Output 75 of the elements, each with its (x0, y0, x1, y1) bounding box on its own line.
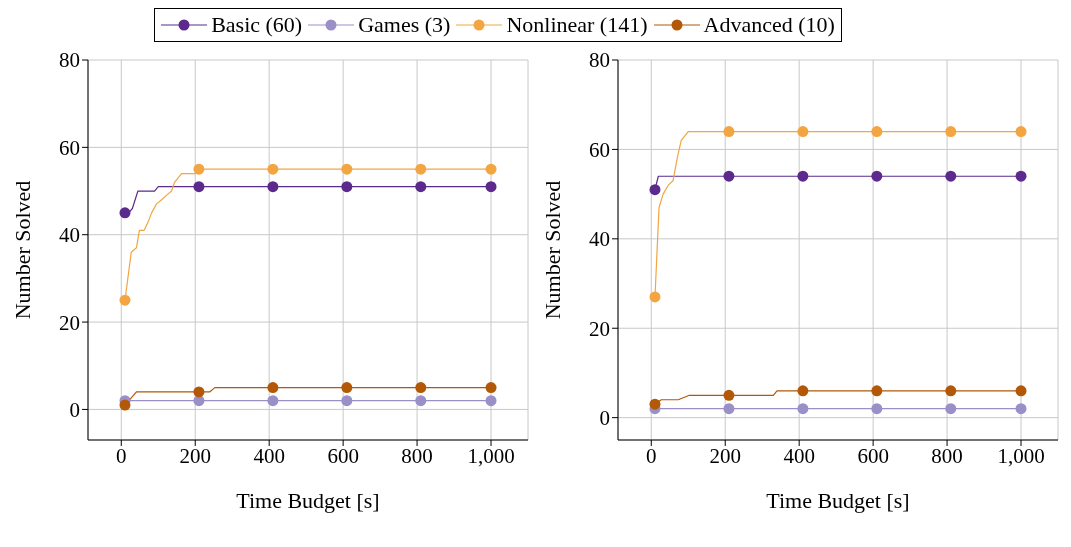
y-axis-title: Number Solved (539, 180, 565, 320)
point (415, 163, 427, 175)
legend-label: Nonlinear (141) (506, 12, 648, 38)
point (341, 382, 353, 394)
point (267, 395, 279, 407)
x-tick-label: 800 (401, 443, 433, 468)
x-tick-label: 400 (253, 443, 285, 468)
point (485, 382, 497, 394)
point (485, 395, 497, 407)
point (797, 403, 809, 415)
point (1015, 170, 1027, 182)
point (945, 385, 957, 397)
x-tick-label: 0 (646, 443, 657, 468)
point (341, 181, 353, 193)
point (723, 403, 735, 415)
point (723, 389, 735, 401)
point (945, 403, 957, 415)
point (797, 385, 809, 397)
y-tick-label: 0 (69, 397, 80, 422)
point (945, 126, 957, 138)
point (1015, 126, 1027, 138)
x-tick-label: 200 (709, 443, 741, 468)
point (871, 385, 883, 397)
x-tick-label: 400 (783, 443, 815, 468)
y-tick-label: 20 (589, 316, 610, 341)
point (1015, 403, 1027, 415)
point (119, 207, 131, 219)
y-tick-label: 0 (599, 406, 610, 431)
point (871, 403, 883, 415)
x-tick-label: 800 (931, 443, 963, 468)
x-tick-label: 600 (327, 443, 359, 468)
point (723, 170, 735, 182)
y-tick-label: 80 (589, 48, 610, 73)
x-tick-label: 600 (857, 443, 889, 468)
x-tick-label: 1,000 (467, 443, 515, 468)
y-tick-label: 80 (59, 48, 80, 73)
point (119, 294, 131, 306)
y-tick-label: 60 (589, 137, 610, 162)
y-tick-label: 20 (59, 310, 80, 335)
point (193, 163, 205, 175)
point (267, 181, 279, 193)
point (415, 181, 427, 193)
point (193, 386, 205, 398)
y-tick-label: 60 (59, 135, 80, 160)
point (871, 126, 883, 138)
x-axis-title: Time Budget [s] (766, 488, 910, 513)
point (1015, 385, 1027, 397)
point (193, 181, 205, 193)
point (723, 126, 735, 138)
point (649, 291, 661, 303)
point (267, 382, 279, 394)
point (341, 395, 353, 407)
point (649, 184, 661, 196)
point (415, 395, 427, 407)
point (267, 163, 279, 175)
point (119, 399, 131, 411)
y-axis-title: Number Solved (9, 180, 35, 320)
point (485, 181, 497, 193)
point (341, 163, 353, 175)
x-tick-label: 0 (116, 443, 127, 468)
x-tick-label: 200 (179, 443, 211, 468)
legend-label: Basic (60) (211, 12, 303, 38)
y-tick-label: 40 (589, 227, 610, 252)
legend-label: Advanced (10) (703, 12, 835, 38)
point (797, 170, 809, 182)
point (871, 170, 883, 182)
x-tick-label: 1,000 (997, 443, 1045, 468)
x-axis-title: Time Budget [s] (236, 488, 380, 513)
y-tick-label: 40 (59, 223, 80, 248)
point (945, 170, 957, 182)
point (797, 126, 809, 138)
legend-label: Games (3) (358, 12, 451, 38)
point (415, 382, 427, 394)
point (485, 163, 497, 175)
point (649, 398, 661, 410)
